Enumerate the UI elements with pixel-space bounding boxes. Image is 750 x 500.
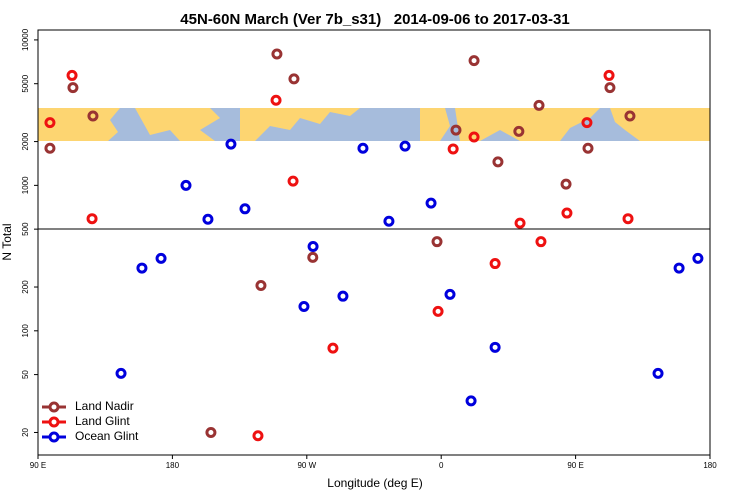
x-tick-label: 90 E bbox=[567, 461, 583, 470]
x-tick-label: 180 bbox=[703, 461, 717, 470]
point bbox=[202, 213, 214, 225]
point bbox=[205, 426, 217, 438]
point bbox=[533, 99, 545, 111]
x-tick-label: 90 W bbox=[297, 461, 316, 470]
point bbox=[581, 117, 593, 129]
point bbox=[307, 251, 319, 263]
legend-label: Land Glint bbox=[75, 414, 130, 428]
point bbox=[255, 279, 267, 291]
point bbox=[287, 175, 299, 187]
point bbox=[252, 430, 264, 442]
point bbox=[432, 305, 444, 317]
point bbox=[44, 117, 56, 129]
point bbox=[115, 367, 127, 379]
plot-frame bbox=[37, 29, 711, 456]
legend-label: Ocean Glint bbox=[75, 429, 139, 443]
y-tick-label: 10000 bbox=[21, 28, 30, 51]
point bbox=[447, 143, 459, 155]
point bbox=[327, 342, 339, 354]
point bbox=[561, 207, 573, 219]
legend-marker bbox=[48, 431, 60, 443]
y-tick-label: 200 bbox=[21, 280, 30, 294]
point bbox=[337, 290, 349, 302]
x-axis-label: Longitude (deg E) bbox=[327, 476, 422, 490]
point bbox=[307, 240, 319, 252]
map-band bbox=[38, 108, 710, 141]
y-axis-label: N Total bbox=[0, 223, 14, 260]
x-tick-label: 0 bbox=[439, 461, 444, 470]
y-tick-label: 2000 bbox=[21, 132, 30, 150]
point bbox=[66, 69, 78, 81]
legend-label: Land Nadir bbox=[75, 399, 134, 413]
point bbox=[155, 252, 167, 264]
point bbox=[425, 197, 437, 209]
point bbox=[86, 213, 98, 225]
y-tick-label: 20 bbox=[21, 427, 30, 436]
point bbox=[399, 140, 411, 152]
point bbox=[239, 203, 251, 215]
point bbox=[67, 82, 79, 94]
point bbox=[468, 55, 480, 67]
land bbox=[38, 108, 710, 141]
x-tick-label: 180 bbox=[166, 461, 180, 470]
point bbox=[136, 262, 148, 274]
point bbox=[444, 288, 456, 300]
point bbox=[624, 110, 636, 122]
point bbox=[44, 142, 56, 154]
point bbox=[622, 213, 634, 225]
point bbox=[288, 73, 300, 85]
point bbox=[431, 236, 443, 248]
point bbox=[513, 125, 525, 137]
x-tick-label: 90 E bbox=[30, 461, 46, 470]
point bbox=[692, 252, 704, 264]
point bbox=[225, 138, 237, 150]
point bbox=[560, 178, 572, 190]
y-tick-label: 500 bbox=[21, 222, 30, 236]
y-tick-label: 5000 bbox=[21, 74, 30, 92]
point bbox=[465, 395, 477, 407]
point bbox=[492, 156, 504, 168]
point bbox=[582, 142, 594, 154]
point bbox=[180, 179, 192, 191]
y-tick-label: 50 bbox=[21, 370, 30, 379]
point bbox=[87, 110, 99, 122]
point bbox=[383, 215, 395, 227]
chart-title: 45N-60N March (Ver 7b_s31) 2014-09-06 to… bbox=[180, 11, 569, 28]
point bbox=[603, 69, 615, 81]
y-tick-label: 1000 bbox=[21, 176, 30, 194]
point bbox=[450, 124, 462, 136]
point bbox=[489, 258, 501, 270]
point bbox=[298, 300, 310, 312]
point bbox=[673, 262, 685, 274]
point bbox=[535, 236, 547, 248]
point bbox=[271, 48, 283, 60]
point bbox=[604, 82, 616, 94]
point bbox=[489, 341, 501, 353]
legend-marker bbox=[48, 401, 60, 413]
point bbox=[652, 367, 664, 379]
point bbox=[270, 94, 282, 106]
point bbox=[514, 217, 526, 229]
point bbox=[357, 142, 369, 154]
legend-marker bbox=[48, 416, 60, 428]
point bbox=[468, 131, 480, 143]
y-tick-label: 100 bbox=[21, 324, 30, 338]
